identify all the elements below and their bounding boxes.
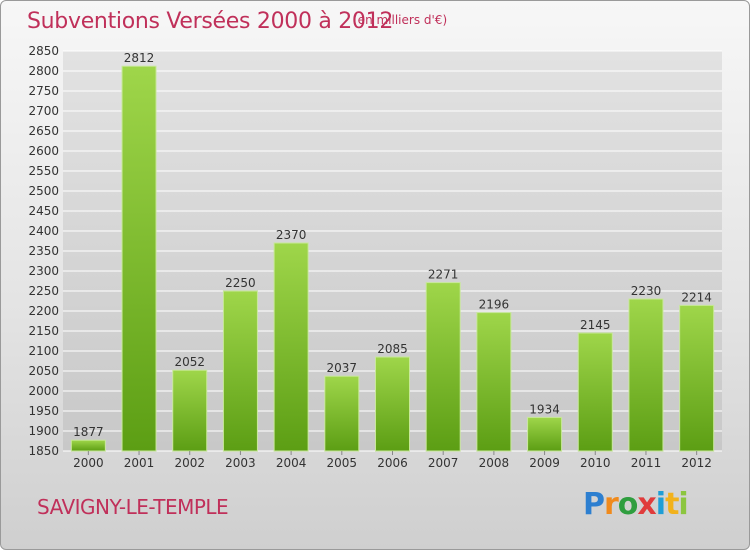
bar-2012 [679,304,715,452]
bar-value-label: 2230 [631,284,662,298]
commune-name: SAVIGNY-LE-TEMPLE [37,495,229,519]
bar-value-label: 2812 [124,51,155,65]
y-tick-label: 2450 [28,204,59,218]
y-tick-label: 1950 [28,404,59,418]
bar-2007 [425,282,461,452]
y-axis-ticks: 1850 1900 1950 2000 2050 2100 2150 2200 2250 2300… [28,44,59,458]
bars: 1877 2812 2052 2250 2370 2037 2085 2271 2196 1934… [70,51,715,452]
y-tick-label: 2750 [28,84,59,98]
x-tick-label: 2010 [580,456,611,470]
bar-value-label: 1934 [529,402,560,416]
y-tick-label: 2100 [28,344,59,358]
bar-value-label: 2196 [479,298,510,312]
y-tick-label: 2800 [28,64,59,78]
bar-value-label: 2271 [428,268,459,282]
x-tick-label: 2004 [276,456,307,470]
y-tick-label: 2150 [28,324,59,338]
x-tick-label: 2009 [529,456,560,470]
x-tick-label: 2007 [428,456,459,470]
bar-2001 [121,65,157,452]
y-tick-label: 2500 [28,184,59,198]
x-axis-ticks: 2000 2001 2002 2003 2004 2005 2006 2007 2008 2009… [73,451,712,470]
y-tick-label: 2200 [28,304,59,318]
bar-2004 [273,242,309,452]
y-tick-label: 2350 [28,244,59,258]
bar-2002 [172,369,208,452]
bar-value-label: 2085 [377,342,408,356]
chart-subtitle: (en milliers d'€) [353,13,448,27]
bar-value-label: 2037 [327,361,358,375]
x-tick-label: 2002 [174,456,205,470]
x-tick-label: 2012 [681,456,712,470]
x-tick-label: 2006 [377,456,408,470]
x-tick-label: 2011 [631,456,662,470]
y-tick-label: 2850 [28,44,59,58]
y-tick-label: 2250 [28,284,59,298]
y-tick-label: 2700 [28,104,59,118]
bar-2010 [577,332,613,452]
bar-value-label: 2250 [225,276,256,290]
x-tick-label: 2001 [124,456,155,470]
bar-value-label: 2052 [174,355,205,369]
y-tick-label: 2650 [28,124,59,138]
bar-2003 [222,290,258,452]
x-tick-label: 2008 [479,456,510,470]
y-tick-label: 1900 [28,424,59,438]
bar-value-label: 2370 [276,228,307,242]
proxiti-logo[interactable]: Proxiti [583,487,689,522]
bar-2006 [375,356,410,452]
bar-2000 [70,439,106,452]
bar-value-label: 1877 [73,425,104,439]
x-tick-label: 2003 [225,456,256,470]
y-tick-label: 2000 [28,384,59,398]
y-tick-label: 2400 [28,224,59,238]
y-tick-label: 2600 [28,144,59,158]
bar-2009 [527,416,563,452]
bar-value-label: 2145 [580,318,611,332]
y-tick-label: 1850 [28,444,59,458]
bar-value-label: 2214 [681,290,712,304]
bar-2011 [628,298,664,452]
bar-2008 [476,312,512,452]
y-tick-label: 2550 [28,164,59,178]
y-tick-label: 2300 [28,264,59,278]
x-tick-label: 2005 [327,456,358,470]
y-tick-label: 2050 [28,364,59,378]
chart-title: Subventions Versées 2000 à 2012 [27,9,394,34]
x-tick-label: 2000 [73,456,104,470]
bar-2005 [324,375,360,452]
